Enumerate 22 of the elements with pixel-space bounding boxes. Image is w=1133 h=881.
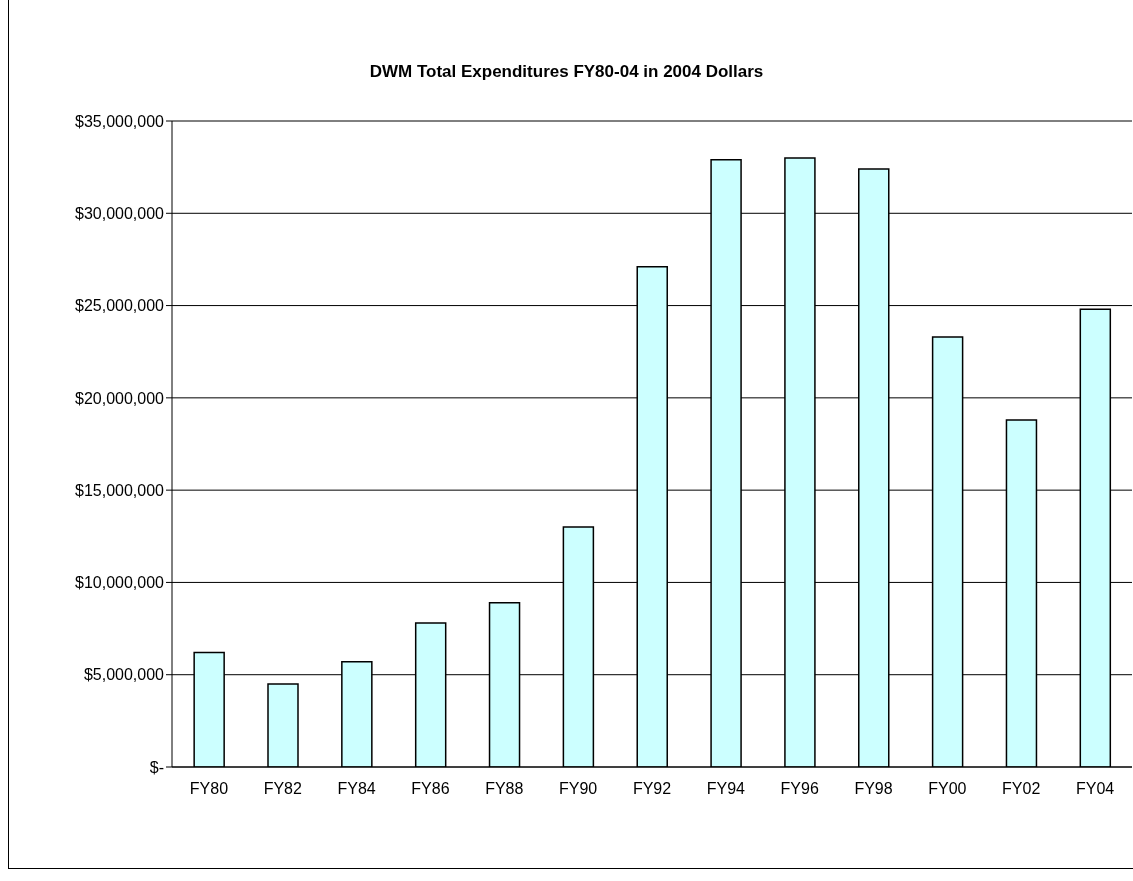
x-tick-label: FY00 [928,780,967,798]
chart-title: DWM Total Expenditures FY80-04 in 2004 Dollars [368,62,765,82]
x-tick-label: FY80 [189,780,229,798]
x-tick-label: FY82 [263,780,302,798]
y-tick-label: $30,000,000 [75,204,165,222]
y-tick-label: $15,000,000 [75,481,165,499]
y-tick-label: $5,000,000 [83,666,165,684]
x-tick-label: FY90 [559,780,598,798]
x-tick-label: FY86 [411,780,450,798]
x-tick-label: FY96 [780,780,819,798]
x-tick-label: FY04 [1075,780,1115,798]
y-tick-label: $10,000,000 [75,574,165,592]
y-tick-label: $20,000,000 [75,389,165,407]
y-tick-label: $- [149,758,164,776]
x-tick-label: FY84 [337,780,376,798]
x-tick-label: FY98 [854,780,893,798]
y-tick-label: $25,000,000 [75,297,165,315]
x-tick-label: FY92 [632,780,672,798]
x-tick-label: FY02 [1002,780,1041,798]
y-tick-label: $35,000,000 [75,112,165,130]
x-tick-label: FY94 [706,780,746,798]
x-tick-label: FY88 [485,780,524,798]
